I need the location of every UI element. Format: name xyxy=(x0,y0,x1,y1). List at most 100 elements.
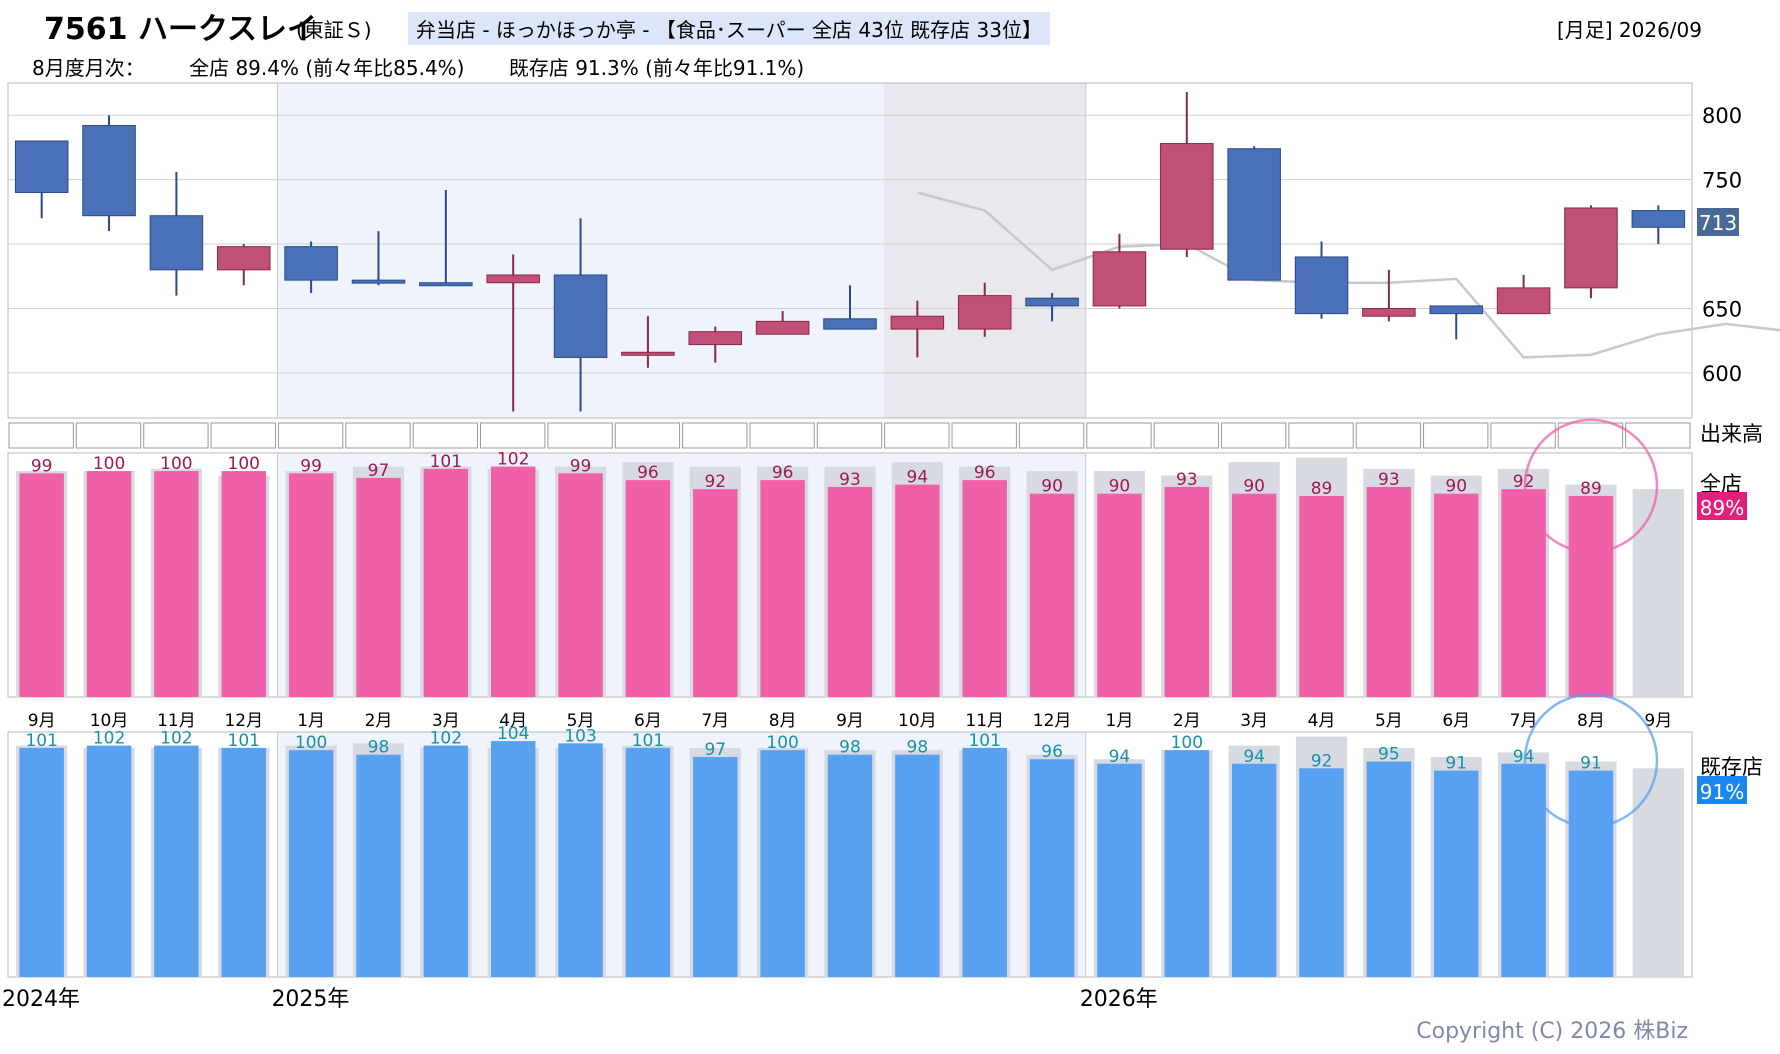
volume-cell xyxy=(1355,422,1422,449)
month-tick-label: 12月 xyxy=(1033,711,1072,731)
month-tick-label: 10月 xyxy=(898,711,937,731)
month-tick-label: 2月 xyxy=(365,711,393,731)
volume-cell xyxy=(749,422,815,449)
candle-body xyxy=(553,274,608,358)
bar-value-label: 98 xyxy=(839,738,861,758)
bar-value-label: 95 xyxy=(1378,744,1400,764)
month-tick-label: 4月 xyxy=(1308,711,1336,731)
candle-body xyxy=(1496,287,1551,315)
stock-title: 7561 ハークスレイ xyxy=(44,12,318,47)
monthly-bar xyxy=(1231,493,1277,697)
monthly-bar xyxy=(221,471,266,697)
volume-cell xyxy=(1490,422,1556,449)
bar-value-label: 99 xyxy=(31,456,53,476)
monthly-bar xyxy=(558,743,603,977)
candle-body xyxy=(1160,143,1214,250)
candle-body xyxy=(284,246,338,281)
bar-value-label: 100 xyxy=(766,733,798,753)
monthly-bar xyxy=(1164,486,1210,697)
month-tick-label: 9月 xyxy=(836,711,864,731)
bar-value-label: 89 xyxy=(1580,479,1602,499)
candle-body xyxy=(621,351,675,356)
bar-value-label: 102 xyxy=(160,729,192,749)
volume-cell xyxy=(547,422,613,449)
month-tick-label: 9月 xyxy=(28,711,56,731)
highlight-circle xyxy=(1523,418,1659,554)
volume-cell xyxy=(614,422,681,449)
axis-labels: 出来高 全店 既存店 89% 91% 713 2024年 2025年 2026年 xyxy=(2,208,1763,1012)
bar-value-label: 102 xyxy=(497,450,529,470)
volume-cell xyxy=(1153,422,1219,449)
monthly-bar xyxy=(1501,489,1546,697)
bar-value-label: 101 xyxy=(25,731,57,751)
monthly-bar xyxy=(490,466,536,697)
monthly-bar xyxy=(19,747,64,977)
volume-cell xyxy=(1220,422,1287,449)
volume-cell xyxy=(1423,422,1489,449)
volume-cell xyxy=(682,422,748,449)
existing-badge: 91% xyxy=(1700,780,1744,804)
volume-label: 出来高 xyxy=(1700,422,1763,446)
monthly-bar xyxy=(490,741,536,977)
year-label: 2025年 xyxy=(271,987,349,1012)
year-label: 2026年 xyxy=(1080,987,1158,1012)
bar-value-label: 94 xyxy=(1109,747,1131,767)
candle-body xyxy=(1631,210,1686,228)
chart-background xyxy=(7,82,1693,978)
bar-value-label: 102 xyxy=(430,729,462,749)
bar-value-label: 100 xyxy=(1171,733,1203,753)
candle-body xyxy=(1092,251,1147,307)
candle-body xyxy=(1564,207,1618,289)
monthly-summary: 8月度月次： 全店 89.4% (前々年比85.4%) 既存店 91.3% (前… xyxy=(32,52,816,81)
candle-body xyxy=(216,246,271,271)
monthly-bar xyxy=(1568,770,1614,977)
month-tick-label: 8月 xyxy=(769,711,797,731)
highlight-circle xyxy=(1523,693,1659,828)
volume-cell xyxy=(1557,422,1624,449)
volume-cell xyxy=(480,422,546,449)
bar-value-label: 100 xyxy=(160,454,192,474)
volume-cell xyxy=(1625,422,1691,449)
volume-cell xyxy=(816,422,883,449)
bar-value-label: 104 xyxy=(497,724,529,744)
monthly-bar xyxy=(760,480,805,697)
candle-body xyxy=(1429,305,1484,315)
monthly-bar xyxy=(962,747,1007,977)
bar-value-label: 101 xyxy=(632,731,664,751)
all-badge-bg xyxy=(1697,492,1747,520)
volume-cell xyxy=(8,422,74,449)
candle-body xyxy=(1362,307,1416,317)
candle-body xyxy=(1227,148,1281,281)
copyright: Copyright (C) 2026 株Biz xyxy=(1416,1019,1688,1044)
candle-body xyxy=(82,125,136,217)
price-badge: 713 xyxy=(1699,211,1737,235)
monthly-bar xyxy=(154,471,199,697)
volume-cell xyxy=(345,422,411,449)
month-tick-label: 3月 xyxy=(432,711,460,731)
bar-value-label: 94 xyxy=(1513,747,1535,767)
volume-cell xyxy=(1018,422,1085,449)
monthly-bar xyxy=(1097,493,1142,697)
monthly-bar xyxy=(1097,763,1142,977)
month-tick-label: 3月 xyxy=(1240,711,1268,731)
monthly-bar xyxy=(356,477,401,697)
bar-value-label: 90 xyxy=(1445,477,1467,497)
monthly-bar xyxy=(356,754,401,977)
monthly-bar xyxy=(1299,495,1344,697)
bar-value-label: 94 xyxy=(907,468,929,488)
year-label: 2024年 xyxy=(2,987,80,1012)
volume-cell xyxy=(277,422,344,449)
year-2025-shade xyxy=(277,732,1086,977)
volume-cell xyxy=(884,422,950,449)
bar-value-label: 93 xyxy=(1176,470,1198,490)
price-badge-bg xyxy=(1697,208,1739,236)
monthly-bar xyxy=(827,754,873,977)
month-tick-label: 5月 xyxy=(1375,711,1403,731)
month-tick-label: 9月 xyxy=(1644,711,1672,731)
bar-value-label: 101 xyxy=(968,731,1000,751)
monthly-bar xyxy=(86,471,132,697)
all-store-panel: 99 100 100 100 99 97 101 102 99 96 92 96 93 94 96 90 90 9… xyxy=(16,418,1684,731)
monthly-bar xyxy=(1568,495,1614,697)
bar-value-label: 94 xyxy=(1243,747,1265,767)
bar-value-label: 100 xyxy=(228,454,260,474)
